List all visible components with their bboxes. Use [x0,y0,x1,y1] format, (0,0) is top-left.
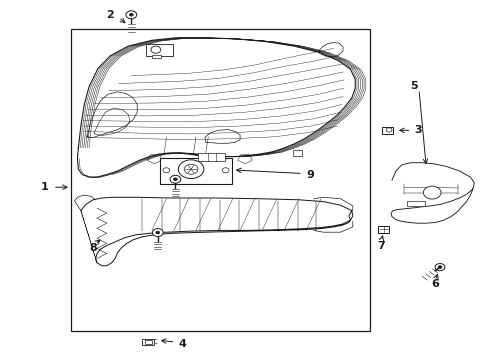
Circle shape [423,186,441,199]
Bar [152,55,161,58]
Bar [71,29,370,331]
Circle shape [178,160,204,179]
Bar [142,339,154,345]
Circle shape [222,168,229,173]
Text: 6: 6 [431,279,439,289]
Circle shape [163,168,170,173]
Circle shape [435,264,445,271]
Circle shape [151,46,161,53]
Bar [382,127,393,134]
Circle shape [173,178,177,181]
Circle shape [156,231,160,234]
Circle shape [170,175,181,183]
Circle shape [126,11,137,19]
Text: 9: 9 [306,170,314,180]
Text: 3: 3 [415,125,422,135]
Text: 1: 1 [40,182,48,192]
Circle shape [129,13,133,16]
Bar [407,201,425,206]
Circle shape [386,128,392,132]
Bar [161,158,232,184]
Bar [146,44,173,56]
Bar [198,153,225,161]
Bar [145,340,152,344]
Circle shape [438,266,442,269]
Text: 7: 7 [377,240,385,251]
Bar [293,150,302,156]
Bar [378,226,389,233]
Text: 8: 8 [89,243,97,253]
Text: 4: 4 [179,339,187,349]
Text: 5: 5 [410,81,418,91]
Circle shape [152,229,163,237]
Text: 2: 2 [106,10,114,20]
Circle shape [184,164,198,174]
